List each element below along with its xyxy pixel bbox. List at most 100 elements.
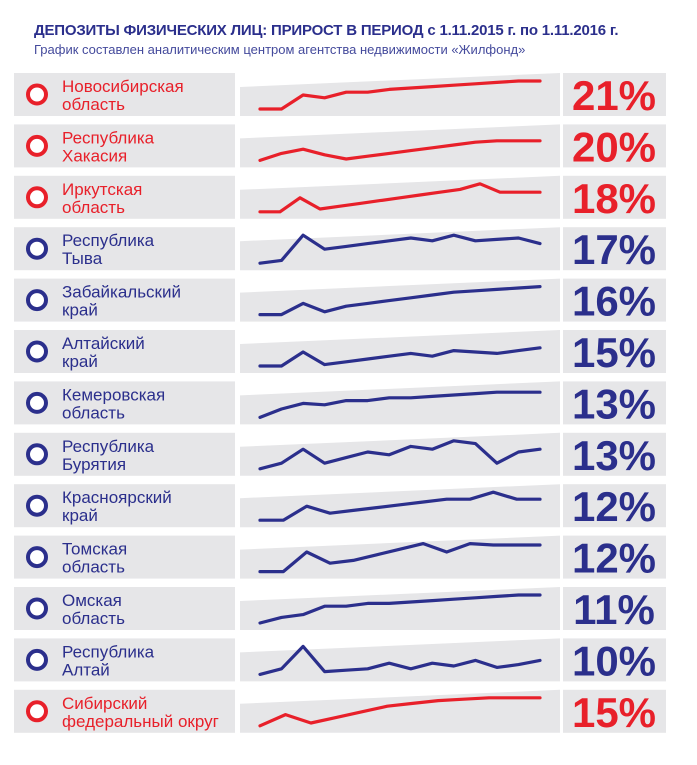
row-3-region-line2: Тыва — [62, 249, 103, 268]
row-12-label-band — [14, 689, 235, 733]
row-5-label-band — [14, 330, 235, 373]
row-12-region-line1: Сибирский — [62, 694, 147, 713]
row-9-label-band — [14, 535, 235, 579]
row-9-pct-band — [563, 535, 666, 579]
row-11-region-line1: Республика — [62, 642, 155, 661]
row-5-growth-value: 15% — [572, 329, 656, 376]
row-4-growth-value: 16% — [572, 278, 656, 325]
row-9-region-line1: Томская — [62, 540, 127, 559]
row-7-sparkline — [258, 439, 542, 471]
chart-title: ДЕПОЗИТЫ ФИЗИЧЕСКИХ ЛИЦ: ПРИРОСТ В ПЕРИО… — [34, 22, 619, 39]
row-3-growth-value: 17% — [572, 226, 656, 273]
row-7-region-line1: Республика — [62, 437, 155, 456]
row-3-marker — [26, 237, 48, 260]
row-12-sparkline — [258, 696, 542, 728]
row-1-marker — [26, 134, 48, 157]
row-12-pct-band — [563, 689, 666, 733]
row-8-region-line2: край — [62, 506, 98, 525]
row-0-label-band — [14, 73, 235, 116]
row-2-growth-value: 18% — [572, 175, 656, 222]
row-7-region-line2: Бурятия — [62, 455, 126, 474]
row-2-region-line1: Иркутская — [62, 180, 142, 199]
row-0-spark-band — [240, 73, 560, 116]
row-6-growth-value: 13% — [572, 380, 656, 427]
row-11-region-line2: Алтай — [62, 660, 110, 679]
row-11-label-band — [14, 638, 235, 682]
row-4-sparkline — [258, 285, 542, 317]
row-11-marker — [26, 648, 48, 671]
row-4-region-line1: Забайкальский — [62, 283, 181, 302]
row-7-label-band — [14, 432, 235, 476]
row-6-region-line1: Кемеровская — [62, 385, 165, 404]
row-8-growth-value: 12% — [572, 483, 656, 530]
row-3-label-band — [14, 227, 235, 271]
row-6-sparkline — [258, 390, 542, 419]
row-6-label-band — [14, 381, 235, 425]
row-10-spark-band — [240, 587, 560, 630]
row-8-pct-band — [563, 484, 666, 528]
row-0-pct-band — [563, 73, 666, 116]
row-10-pct-band — [563, 587, 666, 630]
row-6-pct-band — [563, 381, 666, 425]
row-12-region-line2: федеральный округ — [62, 712, 219, 731]
row-1-pct-band — [563, 124, 666, 168]
row-9-growth-value: 12% — [572, 535, 656, 582]
row-6-marker — [26, 391, 48, 414]
row-1-region-line2: Хакасия — [62, 146, 127, 165]
row-7-spark-band — [240, 432, 560, 476]
row-2-sparkline — [258, 182, 542, 214]
row-5-marker — [26, 340, 48, 363]
row-7-growth-value: 13% — [572, 432, 656, 479]
row-8-region-line1: Красноярский — [62, 488, 172, 507]
row-11-spark-band — [240, 638, 560, 682]
row-11-growth-value: 10% — [572, 637, 656, 684]
row-7-pct-band — [563, 432, 666, 476]
row-5-region-line2: край — [62, 352, 98, 371]
row-2-pct-band — [563, 175, 666, 219]
row-6-region-line2: область — [62, 403, 125, 422]
row-4-region-line2: край — [62, 301, 98, 320]
row-5-sparkline — [258, 346, 542, 368]
row-8-marker — [26, 494, 48, 517]
row-10-label-band — [14, 587, 235, 630]
row-7-marker — [26, 443, 48, 466]
row-4-marker — [26, 289, 48, 312]
row-1-region-line1: Республика — [62, 128, 155, 147]
row-8-sparkline — [258, 490, 542, 522]
row-3-region-line1: Республика — [62, 231, 155, 250]
row-10-region-line2: область — [62, 609, 125, 628]
row-6-spark-band — [240, 381, 560, 425]
row-11-pct-band — [563, 638, 666, 682]
row-0-growth-value: 21% — [572, 72, 656, 119]
row-8-label-band — [14, 484, 235, 528]
row-1-spark-band — [240, 124, 560, 168]
row-3-pct-band — [563, 227, 666, 271]
row-10-sparkline — [258, 593, 542, 625]
row-0-marker — [26, 83, 48, 106]
row-5-region-line1: Алтайский — [62, 334, 145, 353]
row-4-label-band — [14, 278, 235, 322]
row-11-sparkline — [258, 644, 542, 677]
row-0-region-line2: область — [62, 95, 125, 114]
row-0-sparkline — [258, 79, 542, 111]
row-9-spark-band — [240, 535, 560, 579]
row-9-region-line2: область — [62, 558, 125, 577]
row-9-marker — [26, 546, 48, 569]
row-10-marker — [26, 597, 48, 620]
row-3-spark-band — [240, 227, 560, 271]
row-9-sparkline — [258, 541, 542, 574]
row-12-growth-value: 15% — [572, 689, 656, 736]
row-2-marker — [26, 186, 48, 209]
row-1-sparkline — [258, 139, 542, 162]
row-10-growth-value: 11% — [573, 586, 655, 633]
row-1-growth-value: 20% — [572, 123, 656, 170]
row-2-region-line2: область — [62, 198, 125, 217]
row-3-sparkline — [258, 233, 542, 265]
row-5-pct-band — [563, 330, 666, 373]
chart-subtitle: График составлен аналитическим центром а… — [34, 42, 526, 57]
row-4-pct-band — [563, 278, 666, 322]
row-0-region-line1: Новосибирская — [62, 77, 184, 96]
row-2-label-band — [14, 175, 235, 219]
row-1-label-band — [14, 124, 235, 168]
